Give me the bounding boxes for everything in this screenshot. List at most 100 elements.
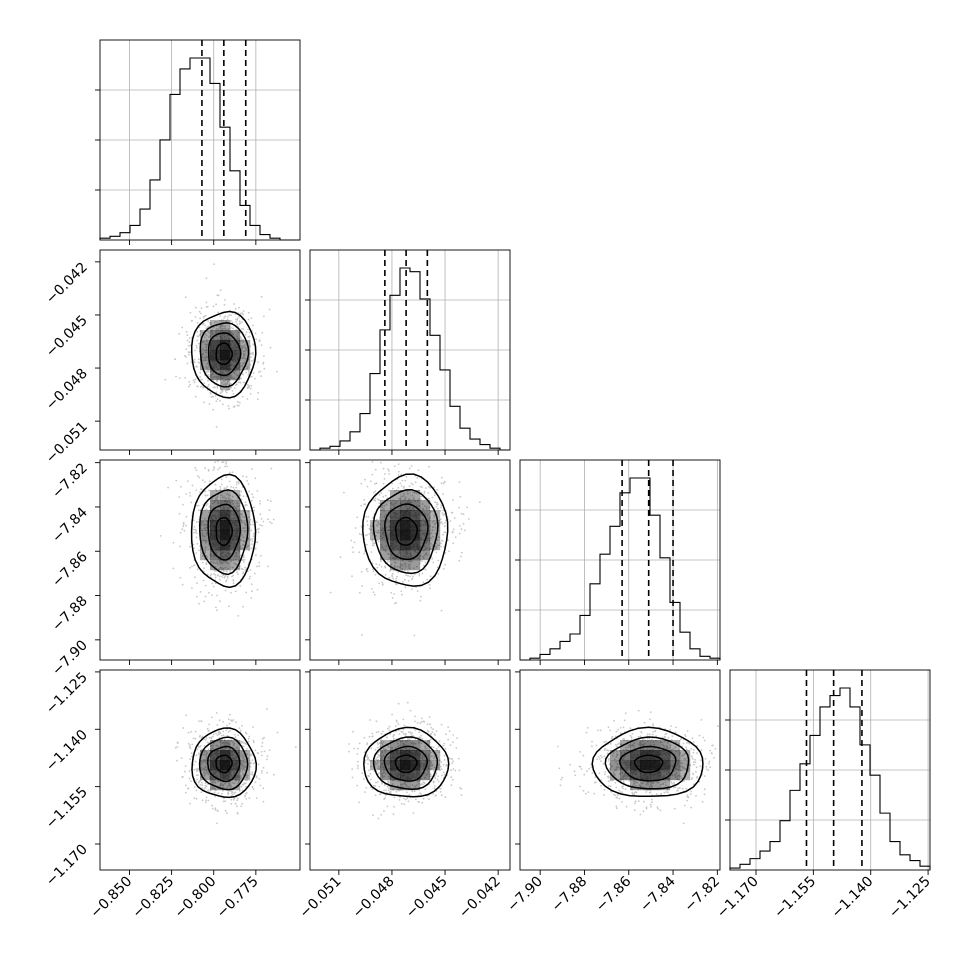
sample-point [459, 495, 462, 498]
sample-point [216, 379, 218, 382]
sample-point [358, 533, 361, 535]
sample-point [243, 745, 245, 748]
sample-point [250, 543, 253, 546]
sample-point [407, 800, 410, 803]
sample-point [367, 774, 370, 777]
sample-point [445, 733, 447, 736]
sample-point [238, 306, 240, 309]
sample-point [381, 782, 383, 785]
sample-point [222, 403, 224, 406]
sample-point [408, 467, 411, 470]
panel-1-0 [95, 249, 301, 455]
sample-point [238, 320, 241, 323]
sample-point [225, 462, 227, 465]
sample-point [262, 800, 265, 803]
sample-point [201, 561, 204, 564]
sample-point [350, 539, 353, 542]
sample-point [258, 371, 260, 374]
sample-point [450, 784, 453, 787]
sample-point [189, 383, 191, 386]
sample-point [437, 507, 439, 510]
sample-point [238, 556, 241, 558]
sample-point [414, 715, 416, 718]
sample-point [397, 723, 400, 726]
contour-line [215, 342, 234, 366]
sample-point [367, 763, 369, 765]
sample-point [224, 325, 227, 328]
sample-point [262, 361, 265, 364]
sample-point [199, 371, 202, 374]
sample-point [205, 301, 208, 304]
sample-point [600, 760, 602, 763]
sample-point [224, 465, 227, 468]
sample-point [391, 574, 393, 577]
sample-point [216, 822, 218, 825]
sample-point [395, 602, 398, 604]
sample-point [251, 499, 253, 502]
sample-point [206, 340, 209, 343]
sample-point [268, 308, 271, 311]
sample-point [182, 523, 185, 526]
sample-point [249, 393, 252, 395]
sample-point [228, 325, 231, 327]
sample-point [191, 565, 193, 568]
sample-point [462, 522, 465, 525]
sample-point [222, 383, 225, 386]
sample-point [247, 336, 250, 338]
sample-point [239, 322, 242, 325]
sample-point [443, 759, 446, 761]
sample-point [234, 308, 237, 310]
sample-point [358, 551, 361, 554]
sample-point [216, 609, 218, 612]
sample-point [217, 574, 219, 577]
sample-point [207, 374, 210, 376]
sample-point [245, 348, 248, 351]
sample-point [255, 797, 258, 799]
sample-point [198, 476, 201, 479]
sample-point [240, 805, 243, 808]
sample-point [376, 756, 379, 759]
sample-point [374, 468, 377, 471]
sample-point [452, 528, 455, 531]
sample-point [449, 520, 452, 522]
sample-point [422, 720, 425, 723]
sample-point [181, 776, 184, 779]
sample-point [241, 802, 244, 805]
sample-point [376, 566, 379, 569]
sample-point [367, 516, 370, 518]
sample-point [225, 580, 227, 583]
sample-point [390, 591, 393, 594]
sample-point [184, 376, 187, 379]
sample-point [435, 747, 438, 750]
sample-point [252, 372, 255, 374]
sample-point [251, 537, 254, 540]
sample-point [237, 734, 240, 737]
sample-point [400, 485, 403, 487]
sample-point [203, 336, 206, 339]
sample-point [221, 390, 224, 393]
sample-point [182, 521, 185, 524]
sample-point [452, 734, 455, 736]
sample-point [393, 465, 396, 468]
sample-point [176, 746, 179, 748]
sample-point [213, 573, 216, 575]
sample-point [218, 719, 221, 722]
density-cell [240, 520, 251, 531]
sample-point [455, 747, 458, 749]
sample-point [236, 317, 239, 320]
sample-point [198, 334, 201, 337]
sample-point [203, 357, 206, 359]
sample-point [231, 376, 233, 379]
sample-point [365, 543, 368, 546]
sample-point [440, 609, 443, 612]
sample-point [426, 723, 429, 726]
density-cell [220, 320, 231, 331]
sample-point [225, 579, 228, 582]
sample-point [260, 772, 263, 774]
sample-point [232, 719, 235, 721]
sample-point [204, 584, 207, 587]
sample-point [432, 561, 435, 564]
sample-point [217, 377, 220, 380]
sample-point [250, 359, 253, 362]
sample-point [242, 373, 245, 376]
